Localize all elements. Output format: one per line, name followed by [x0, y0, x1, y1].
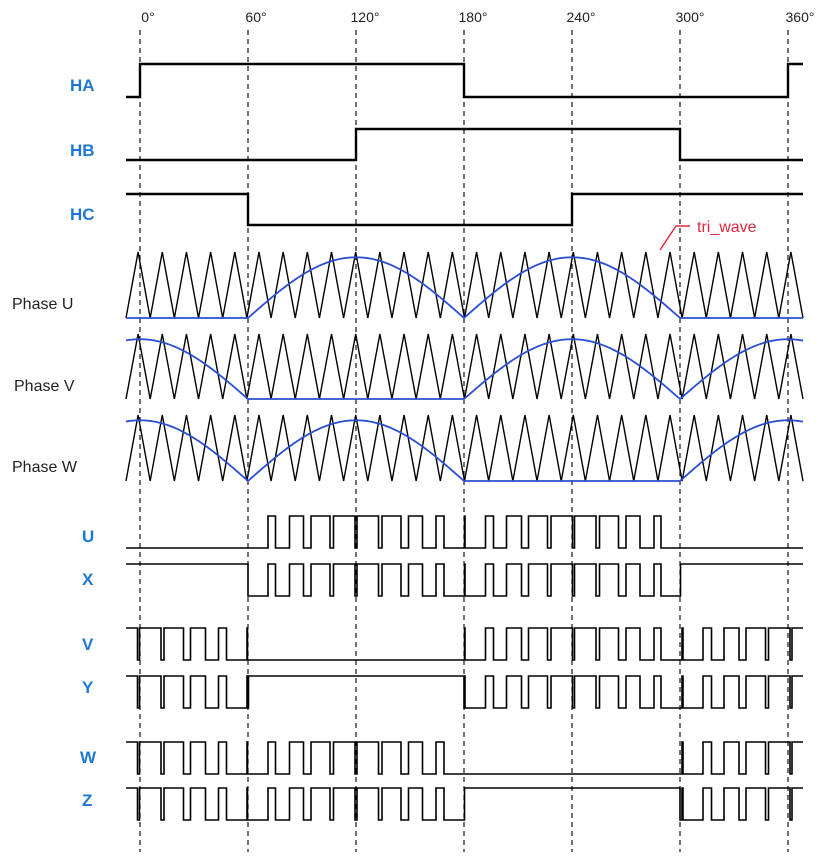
- signal-label-y: Y: [82, 678, 94, 697]
- pwm-waveform-y: [126, 675, 803, 709]
- phase-label-v: Phase V: [14, 378, 75, 395]
- modulating-wave-w: [125, 419, 804, 483]
- angle-label-180: 180°: [459, 9, 488, 25]
- signal-label-w: W: [80, 748, 97, 767]
- signal-label-z: Z: [82, 791, 92, 810]
- pwm-waveform-w: [126, 741, 803, 775]
- hall-label-ha: HA: [70, 76, 95, 95]
- tri-wave-annotation: tri_wave: [697, 219, 757, 236]
- hall-waveform-hc: [126, 192, 803, 227]
- tri-wave-annotation-leader: [659, 225, 690, 251]
- modulating-wave-v: [125, 338, 804, 401]
- hall-label-hb: HB: [70, 141, 95, 160]
- hall-label-hc: HC: [70, 205, 95, 224]
- signal-label-u: U: [82, 527, 94, 546]
- hall-waveform-ha: [126, 62, 803, 99]
- signal-label-v: V: [82, 635, 94, 654]
- angle-label-240: 240°: [567, 9, 596, 25]
- angle-label-360: 360°: [786, 9, 815, 25]
- angle-label-300: 300°: [676, 9, 705, 25]
- angle-label-120: 120°: [351, 9, 380, 25]
- pwm-waveform-x: [126, 563, 803, 597]
- angle-gridlines: [139, 30, 789, 852]
- angle-label-0: 0°: [141, 9, 154, 25]
- pwm-waveform-z: [126, 787, 803, 821]
- modulating-wave-u: [126, 256, 803, 320]
- pwm-waveform-v: [126, 627, 803, 661]
- pwm-waveform-u: [126, 515, 803, 549]
- signal-label-x: X: [82, 570, 94, 589]
- phase-label-w: Phase W: [12, 459, 78, 476]
- hall-waveform-hb: [126, 127, 803, 162]
- phase-label-u: Phase U: [12, 296, 73, 313]
- angle-label-60: 60°: [245, 9, 266, 25]
